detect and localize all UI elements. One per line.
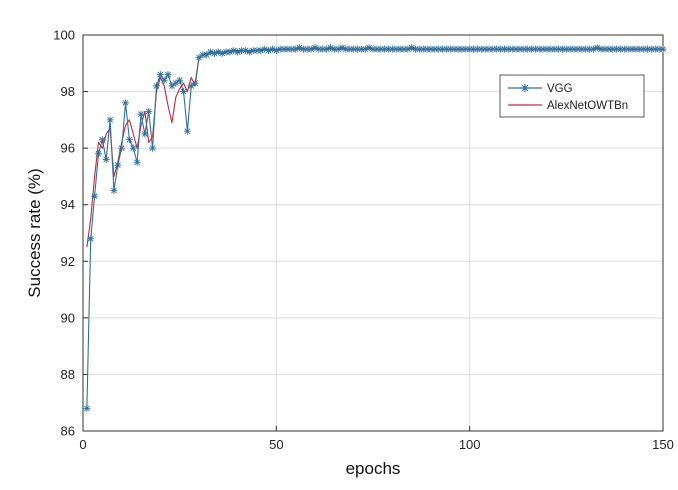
data-point-vgg bbox=[257, 47, 265, 55]
legend: VGG AlexNetOWTBn bbox=[499, 74, 645, 118]
y-tick-label: 94 bbox=[61, 197, 75, 212]
data-point-vgg bbox=[114, 161, 122, 169]
data-point-vgg bbox=[183, 127, 191, 135]
data-point-vgg bbox=[102, 155, 110, 163]
data-point-vgg bbox=[191, 79, 199, 87]
axis-ticks: 0 50 100 150 86 88 90 92 94 96 98 100 bbox=[53, 28, 674, 453]
data-point-vgg bbox=[152, 82, 160, 90]
data-point-vgg bbox=[214, 48, 222, 56]
data-point-vgg bbox=[129, 144, 137, 152]
legend-box bbox=[499, 74, 645, 118]
y-tick-label: 96 bbox=[61, 141, 75, 156]
data-point-vgg bbox=[98, 136, 106, 144]
data-point-vgg bbox=[172, 79, 180, 87]
data-point-vgg bbox=[125, 136, 133, 144]
x-tick-label: 0 bbox=[79, 437, 86, 452]
y-tick-label: 92 bbox=[61, 254, 75, 269]
data-point-vgg bbox=[361, 45, 369, 53]
legend-vgg-label: VGG bbox=[547, 83, 573, 95]
plot-frame bbox=[82, 34, 664, 432]
y-tick-label: 100 bbox=[53, 28, 75, 43]
y-tick-label: 90 bbox=[61, 310, 75, 325]
data-point-vgg bbox=[94, 150, 102, 158]
x-axis-title: epochs bbox=[346, 459, 401, 478]
data-point-vgg bbox=[164, 71, 172, 79]
data-point-vgg bbox=[133, 158, 141, 166]
data-point-vgg bbox=[83, 404, 91, 412]
data-point-vgg bbox=[141, 130, 149, 138]
data-point-vgg bbox=[145, 107, 153, 115]
y-tick-label: 88 bbox=[61, 367, 75, 382]
data-point-vgg bbox=[122, 99, 130, 107]
legend-vgg-marker bbox=[521, 84, 529, 92]
data-point-vgg bbox=[118, 144, 126, 152]
x-tick-label: 50 bbox=[269, 437, 283, 452]
data-point-vgg bbox=[106, 116, 114, 124]
data-point-vgg bbox=[168, 82, 176, 90]
x-tick-label: 150 bbox=[652, 437, 674, 452]
data-point-vgg bbox=[160, 76, 168, 84]
legend-alexnet-label: AlexNetOWTBn bbox=[547, 100, 628, 112]
y-tick-label: 98 bbox=[61, 84, 75, 99]
y-tick-label: 86 bbox=[61, 424, 75, 439]
data-point-vgg bbox=[659, 45, 667, 53]
data-point-vgg bbox=[187, 82, 195, 90]
data-point-vgg bbox=[176, 76, 184, 84]
data-point-vgg bbox=[180, 88, 188, 96]
data-point-vgg bbox=[156, 71, 164, 79]
x-tick-label: 100 bbox=[459, 437, 481, 452]
data-point-vgg bbox=[207, 48, 215, 56]
data-point-vgg bbox=[137, 110, 145, 118]
data-point-vgg bbox=[149, 144, 157, 152]
y-axis-title: Success rate (%) bbox=[25, 168, 44, 297]
series-layer bbox=[83, 44, 667, 412]
data-point-vgg bbox=[110, 187, 118, 195]
data-point-vgg bbox=[87, 235, 95, 243]
data-point-vgg bbox=[203, 51, 211, 59]
data-point-vgg bbox=[91, 192, 99, 200]
data-point-vgg bbox=[195, 54, 203, 62]
